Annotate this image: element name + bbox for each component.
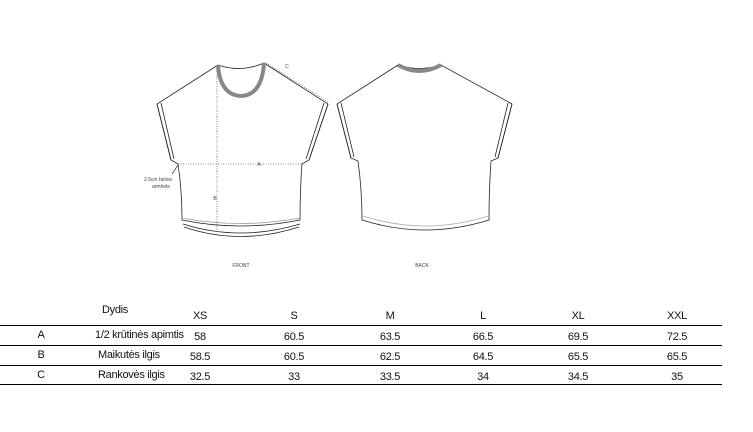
marker-b: B [213,196,217,202]
marker-a: A [257,162,261,168]
measurement-cell: 62.5 [379,351,401,363]
front-label: FRONT [232,263,250,269]
size-column-header: S [290,310,298,322]
size-column-header: XL [571,310,585,322]
row-divider [0,345,722,346]
row-code: B [37,349,45,361]
measurement-cell: 34.5 [567,371,589,383]
measurement-cell: 58 [194,331,206,343]
measurement-cell: 72.5 [666,331,688,343]
row-code: A [37,329,45,341]
measurement-cell: 60.5 [283,351,305,363]
measurement-cell: 33 [288,371,300,383]
measurement-cell: 60.5 [283,331,305,343]
size-column-header: M [385,310,395,322]
measurement-cell: 58.5 [189,351,211,363]
measurement-cell: 33.5 [379,371,401,383]
back-shirt-drawing [336,63,513,231]
measurement-cell: 63.5 [379,331,401,343]
measurement-cell: 69.5 [567,331,589,343]
size-column-header: L [480,310,486,322]
row-divider [0,384,722,385]
garment-drawings [156,62,513,237]
measurement-cell: 32.5 [189,371,211,383]
row-label: 1/2 krūtinės apimtis [95,329,184,341]
note-line2: armhole [151,184,171,190]
marker-c: C [285,64,289,70]
measurement-cell: 35 [671,371,683,383]
row-code: C [37,369,45,381]
measurement-cell: 65.5 [567,351,589,363]
size-column-header: XXL [667,310,687,322]
row-label: Rankovės ilgis [98,369,165,381]
measurement-cell: 34 [477,371,489,383]
measurement-cell: 64.5 [472,351,494,363]
front-shirt-drawing [156,62,329,237]
size-column-header: XS [192,310,208,322]
measurement-cell: 66.5 [472,331,494,343]
note-line1: 2.5cm below [143,177,173,183]
measurement-cell: 65.5 [666,351,688,363]
back-label: BACK [415,263,429,269]
row-label: Maikutės ilgis [98,349,160,361]
row-divider [0,365,722,366]
size-header: Dydis [102,304,129,316]
row-divider [0,325,722,326]
